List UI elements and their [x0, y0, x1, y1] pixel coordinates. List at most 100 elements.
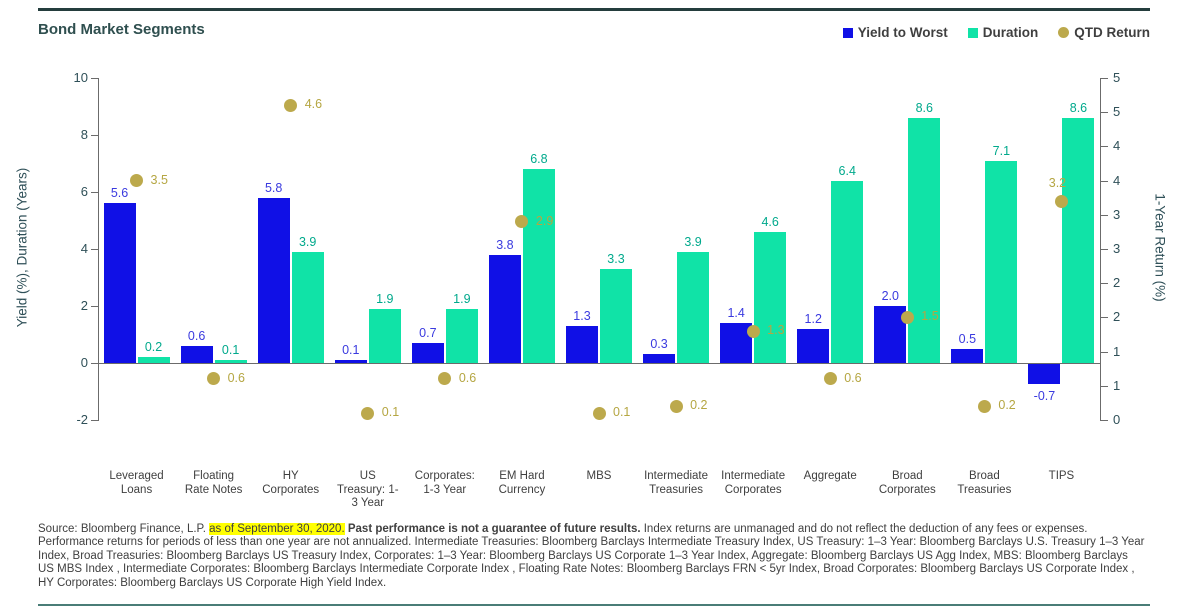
legend-label: QTD Return — [1074, 25, 1150, 40]
qtd-return-value-intermediate-corporates: 1.3 — [767, 323, 785, 338]
yield-to-worst-value-tips: -0.7 — [1033, 388, 1056, 403]
yield-to-worst-value-us-treasury-1-3-year: 0.1 — [342, 343, 360, 358]
qtd-return-value-hy-corporates: 4.6 — [304, 97, 323, 112]
past-performance-disclaimer: Past performance is not a guarantee of f… — [344, 522, 641, 535]
right-axis-tick — [1101, 112, 1108, 114]
duration-bar-hy-corporates — [291, 251, 324, 363]
right-axis-tick — [1101, 283, 1108, 285]
yield-to-worst-value-intermediate-treasuries: 0.3 — [650, 337, 668, 352]
right-axis-tick-label: 0 — [1113, 412, 1121, 427]
qtd-return-dot-leveraged-loans — [130, 174, 144, 188]
yield-to-worst-value-mbs: 1.3 — [573, 308, 591, 323]
right-axis-tick — [1101, 420, 1108, 421]
right-axis-tick — [1101, 317, 1108, 319]
right-axis-tick-label: 1 — [1113, 377, 1121, 393]
duration-bar-us-treasury-1-3-year — [368, 308, 401, 363]
qtd-return-value-floating-rate-notes: 0.6 — [227, 370, 245, 385]
category-label-intermediate-corporates: Corporates — [724, 483, 782, 496]
yield-to-worst-value-broad-corporates: 2.0 — [881, 289, 899, 303]
category-label-aggregate: Aggregate — [803, 470, 857, 482]
right-axis-tick — [1101, 351, 1108, 353]
category-label-corporates-1-3-year: Corporates: — [414, 470, 475, 482]
qtd-return-value-aggregate: 0.6 — [844, 370, 862, 385]
qtd-return-dot-mbs — [592, 406, 606, 420]
yield-to-worst-value-floating-rate-notes: 0.6 — [187, 328, 206, 343]
category-label-hy-corporates: HY — [282, 470, 299, 482]
duration-bar-floating-rate-notes — [214, 360, 247, 363]
left-axis-tick-label: 10 — [73, 70, 88, 85]
legend-item-qtd-return: QTD Return — [1058, 25, 1150, 40]
qtd-return-value-tips: 3.2 — [1048, 176, 1067, 191]
duration-bar-mbs — [600, 268, 632, 363]
qtd-return-dot-tips — [1054, 194, 1068, 208]
right-axis-tick — [1101, 180, 1108, 182]
top-border-rule — [38, 8, 1150, 11]
right-axis-tick-label: 1 — [1113, 343, 1121, 359]
category-label-broad-treasuries: Broad — [969, 470, 1000, 482]
index-definitions-text: Index returns are unmanaged and do not r… — [38, 522, 1145, 589]
x-axis-baseline — [98, 363, 1101, 364]
left-axis-tick-label: 0 — [80, 355, 88, 370]
category-label-leveraged-loans: Leveraged — [109, 470, 164, 482]
category-label-mbs: MBS — [586, 470, 612, 482]
qtd-return-dot-broad-corporates — [900, 310, 914, 324]
bottom-border-rule — [38, 604, 1150, 606]
category-label-us-treasury-1-3-year: 3 Year — [351, 497, 385, 509]
qtd-return-dot-intermediate-treasuries — [669, 399, 683, 413]
left-axis-tick-label: 2 — [80, 298, 88, 313]
duration-value-hy-corporates: 3.9 — [298, 234, 317, 249]
yield-to-worst-value-intermediate-corporates: 1.4 — [727, 306, 745, 321]
duration-value-intermediate-treasuries: 3.9 — [684, 234, 702, 249]
yield-to-worst-bar-corporates-1-3-year — [411, 343, 444, 363]
left-axis-tick-label: 4 — [80, 241, 88, 256]
duration-bar-aggregate — [831, 180, 864, 363]
duration-value-em-hard-currency: 6.8 — [530, 152, 548, 167]
yield-to-worst-value-hy-corporates: 5.8 — [264, 180, 283, 195]
duration-bar-tips — [1062, 117, 1095, 363]
qtd-return-dot-intermediate-corporates — [746, 324, 760, 338]
duration-value-us-treasury-1-3-year: 1.9 — [376, 291, 394, 306]
right-axis-tick-label: 2 — [1113, 275, 1121, 291]
left-axis-tick — [91, 420, 98, 421]
category-label-hy-corporates: Corporates — [262, 483, 320, 496]
yield-to-worst-value-leveraged-loans: 5.6 — [110, 186, 129, 201]
right-axis-tick — [1101, 78, 1108, 79]
duration-value-mbs: 3.3 — [607, 251, 625, 266]
yield-to-worst-bar-leveraged-loans — [103, 203, 136, 363]
yield-to-worst-bar-tips — [1028, 364, 1061, 384]
right-axis-tick — [1101, 385, 1108, 387]
right-axis-tick-label: 3 — [1113, 206, 1121, 222]
legend: Yield to Worst Duration QTD Return — [842, 25, 1150, 40]
left-axis-tick — [91, 363, 98, 364]
right-axis-tick-label: 4 — [1113, 172, 1121, 188]
duration-value-corporates-1-3-year: 1.9 — [453, 291, 471, 306]
duration-bar-leveraged-loans — [137, 357, 170, 363]
right-axis-tick-label: 5 — [1113, 70, 1121, 85]
category-label-leveraged-loans: Loans — [120, 483, 153, 496]
qtd-return-value-broad-corporates: 1.5 — [921, 309, 939, 324]
right-axis-tick-label: 5 — [1113, 104, 1121, 120]
left-axis-tick — [91, 249, 98, 250]
yield-to-worst-value-broad-treasuries: 0.5 — [958, 331, 977, 346]
left-axis-tick-label: 8 — [80, 127, 88, 142]
yield-to-worst-value-em-hard-currency: 3.8 — [496, 237, 514, 252]
category-label-intermediate-treasuries: Intermediate — [644, 470, 709, 482]
qtd-return-dot-broad-treasuries — [977, 399, 991, 413]
duration-value-tips: 8.6 — [1069, 100, 1088, 115]
duration-bar-broad-corporates — [908, 117, 941, 363]
source-text: Source: Bloomberg Finance, L.P. — [38, 522, 210, 535]
category-label-intermediate-corporates: Intermediate — [721, 470, 786, 482]
qtd-return-value-us-treasury-1-3-year: 0.1 — [381, 405, 400, 420]
qtd-return-value-intermediate-treasuries: 0.2 — [690, 398, 708, 413]
category-label-us-treasury-1-3-year: US — [359, 470, 376, 482]
left-axis-tick-label: -2 — [76, 412, 88, 427]
right-axis-tick — [1101, 249, 1108, 250]
qtd-return-dot-em-hard-currency — [515, 215, 529, 229]
legend-label: Yield to Worst — [857, 25, 948, 40]
left-axis-line — [98, 78, 99, 421]
qtd-return-dot-aggregate — [823, 372, 837, 386]
right-axis-tick — [1101, 214, 1108, 216]
left-axis-tick — [91, 135, 98, 136]
right-axis-tick-label: 4 — [1113, 138, 1121, 154]
left-axis-title: Yield (%), Duration (Years) — [14, 167, 30, 328]
